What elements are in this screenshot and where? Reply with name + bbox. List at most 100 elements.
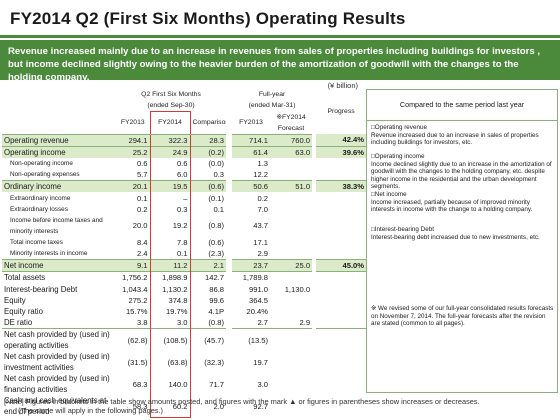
cell-fy2013-full: 0.2 bbox=[257, 193, 269, 203]
header-fy2013-full: FY2013 bbox=[232, 111, 271, 135]
row-label: Extraordinary income bbox=[10, 194, 71, 202]
cell-fy2013-full: 2.7 bbox=[257, 318, 269, 328]
cell-fy2014: 19.2 bbox=[149, 214, 191, 237]
cell-comparison: (0.8) bbox=[208, 221, 225, 231]
cell-fy2014-forecast: 25.0 bbox=[270, 259, 313, 272]
comment-net-income: □Net income Income increased, partially … bbox=[371, 191, 533, 213]
cell-fy2013-full: 1,789.8 bbox=[232, 271, 271, 284]
row-label: Ordinary income bbox=[2, 180, 116, 193]
row-label: Net income bbox=[2, 259, 116, 272]
cell-fy2014: 3.0 bbox=[149, 317, 191, 329]
cell-comparison: 28.3 bbox=[190, 134, 227, 147]
cell-fy2013-full: 23.7 bbox=[232, 259, 271, 272]
table-row: Interest-bearing Debt 1,043.4 1,130.2 86.8 9… bbox=[2, 283, 366, 295]
table-row: Net income 9.1 11.2 2.1 23.7 25.0 45.0% bbox=[2, 259, 367, 272]
financial-table: Q2 First Six Months (ended Sep-30) Full-… bbox=[2, 89, 367, 418]
forecast-note: ※ We revised some of our full-year conso… bbox=[371, 305, 554, 327]
title-underline bbox=[0, 35, 560, 38]
comment-operating-revenue: □Operating revenue Revenue increased due… bbox=[371, 124, 539, 146]
cell-fy2014-forecast bbox=[270, 158, 312, 169]
cell-fy2014: 24.9 bbox=[149, 145, 191, 158]
cell-progress: 45.0% bbox=[316, 259, 367, 272]
row-label: Interest-bearing Debt bbox=[4, 284, 78, 294]
row-label: Net cash provided by (used in) financing… bbox=[4, 374, 110, 395]
header-comparison: Comparison bbox=[190, 111, 227, 135]
cell-fy2013: 25.2 bbox=[116, 145, 150, 158]
cell-fy2014-forecast bbox=[270, 351, 312, 373]
cell-fy2013-full: 20.4% bbox=[246, 307, 269, 317]
cell-fy2014-forecast: 51.0 bbox=[270, 180, 313, 193]
cell-fy2014-forecast bbox=[270, 192, 312, 203]
cell-progress bbox=[316, 192, 366, 203]
cell-fy2013: 5.7 bbox=[136, 170, 148, 180]
cell-fy2014: (108.5) bbox=[149, 328, 191, 352]
cell-fy2013: 294.1 bbox=[116, 134, 150, 147]
table-row: Equity 275.2 374.8 99.6 364.5 bbox=[2, 294, 366, 306]
row-label: Equity bbox=[4, 295, 26, 305]
header-fy2013: FY2013 bbox=[116, 111, 150, 135]
header-fy-group: Full-year (ended Mar-31) bbox=[248, 91, 296, 110]
table-row: Operating revenue 294.1 322.3 28.3 714.1 760.… bbox=[2, 134, 367, 147]
row-label: Cash and cash equivalents at end of peri… bbox=[4, 396, 107, 417]
cell-fy2014: 374.8 bbox=[149, 294, 191, 306]
cell-progress bbox=[316, 351, 366, 373]
cell-progress bbox=[316, 248, 366, 260]
cell-progress bbox=[316, 204, 366, 215]
row-label: Non-operating income bbox=[10, 159, 73, 167]
cell-comparison: 86.8 bbox=[209, 284, 225, 294]
cell-fy2014-forecast bbox=[270, 215, 312, 237]
cell-fy2013-full: (13.5) bbox=[232, 328, 271, 352]
row-label: Net cash provided by (used in) investmen… bbox=[4, 352, 110, 373]
cell-progress bbox=[316, 237, 366, 248]
cell-fy2013-full: 364.5 bbox=[249, 295, 269, 305]
table-row: Ordinary income 20.1 19.5 (0.6) 50.6 51.0 38.3… bbox=[2, 180, 367, 193]
unit-label: (¥ billion) bbox=[327, 81, 358, 90]
cell-fy2013: 20.0 bbox=[132, 221, 148, 231]
cell-progress bbox=[316, 215, 366, 237]
cell-comparison: (0.6) bbox=[190, 180, 227, 193]
cell-fy2013: 58.3 bbox=[132, 401, 148, 411]
row-label: Equity ratio bbox=[4, 307, 44, 317]
table-row: Extraordinary losses 0.2 0.3 0.1 7.0 bbox=[2, 203, 366, 215]
table-row: Non-operating income 0.6 0.6 (0.0) 1.3 bbox=[2, 157, 366, 170]
cell-fy2013: (62.8) bbox=[116, 328, 150, 352]
cell-fy2014: 0.3 bbox=[149, 203, 191, 215]
cell-fy2013-full: 714.1 bbox=[232, 134, 271, 147]
table-row: Non-operating expenses 5.7 6.0 0.3 12.2 bbox=[2, 169, 366, 181]
header-blank bbox=[2, 89, 116, 112]
table-row: Net cash provided by (used in) investmen… bbox=[2, 351, 366, 374]
cell-progress: 38.3% bbox=[316, 180, 367, 193]
cell-fy2014: 1,130.2 bbox=[149, 283, 191, 295]
table-row: Minority interests in income 2.4 0.1 (2.3) 2… bbox=[2, 248, 366, 260]
cell-fy2013-full: 1.3 bbox=[257, 158, 269, 168]
header-fy2014-forecast: ※FY2014 Forecast bbox=[270, 111, 313, 135]
cell-comparison: 2.0 bbox=[213, 401, 225, 411]
table-row: Total income taxes 8.4 7.8 (0.6) 17.1 bbox=[2, 236, 366, 248]
cell-progress bbox=[316, 284, 366, 295]
cell-fy2013: 0.2 bbox=[136, 204, 148, 214]
cell-progress bbox=[316, 158, 366, 169]
cell-fy2013: 0.1 bbox=[136, 193, 148, 203]
cell-progress bbox=[316, 328, 367, 352]
row-label: Operating revenue bbox=[2, 134, 116, 147]
cell-progress: 39.6% bbox=[316, 145, 367, 158]
cell-fy2013: 0.6 bbox=[136, 158, 148, 168]
row-label: Net cash provided by (used in) operating… bbox=[2, 328, 116, 352]
cell-fy2013: 1,043.4 bbox=[122, 284, 148, 294]
cell-fy2013-full: 7.0 bbox=[257, 204, 269, 214]
cell-fy2013-full: 3.0 bbox=[257, 379, 269, 389]
cell-comparison: (0.8) bbox=[208, 318, 225, 328]
cell-comparison: (45.7) bbox=[190, 328, 227, 352]
cell-fy2013: 20.1 bbox=[116, 180, 150, 193]
cell-fy2014-forecast bbox=[270, 295, 312, 306]
cell-progress bbox=[316, 169, 366, 181]
cell-fy2013: 15.7% bbox=[125, 307, 148, 317]
row-label: DE ratio bbox=[4, 318, 33, 328]
cell-progress bbox=[316, 295, 366, 306]
comment-interest-bearing-debt: □Interest-bearing Debt Interest-bearing … bbox=[371, 226, 540, 241]
cell-comparison: (2.3) bbox=[208, 249, 225, 259]
cell-comparison: 0.3 bbox=[213, 170, 225, 180]
cell-fy2014-forecast bbox=[270, 271, 313, 284]
cell-comparison: 99.6 bbox=[209, 295, 225, 305]
row-label: Total income taxes bbox=[10, 238, 63, 246]
